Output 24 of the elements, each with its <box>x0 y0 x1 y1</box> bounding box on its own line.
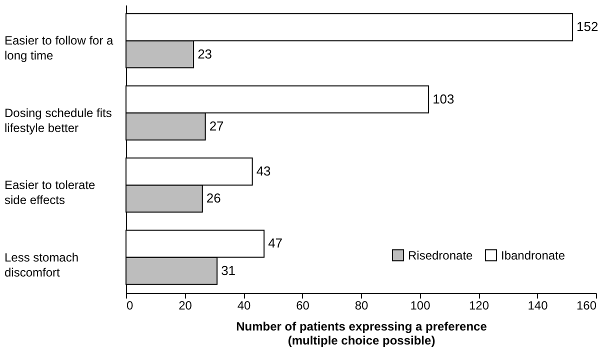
x-tick-label: 120 <box>468 298 490 312</box>
x-tick-label: 140 <box>528 298 548 312</box>
y-tick-label: Easier to follow for a long time <box>4 34 114 63</box>
legend-label: Ibandronate <box>501 248 566 262</box>
x-tick-label: 100 <box>410 298 431 312</box>
x-axis-title: Number of patients expressing a preference (multiple choice possible) <box>236 320 488 348</box>
legend-label: Risedronate <box>408 248 474 262</box>
x-tick-label: 0 <box>126 298 134 312</box>
data-label: 31 <box>221 262 236 278</box>
x-tick-label: 60 <box>296 298 310 312</box>
data-label: 47 <box>268 236 283 251</box>
data-label: 43 <box>256 164 271 179</box>
data-label: 23 <box>198 46 212 62</box>
data-label: 27 <box>209 118 224 134</box>
x-tick-label: 40 <box>237 298 251 312</box>
data-label: 26 <box>206 190 221 206</box>
data-label: 103 <box>432 91 454 106</box>
y-tick-label: Easier to tolerate side effects <box>4 178 96 208</box>
y-tick-label: Dosing schedule fits lifestyle better <box>4 106 112 135</box>
y-tick-label: Less stomach discomfort <box>4 250 79 280</box>
x-tick-label: 20 <box>178 298 192 312</box>
x-tick-label: 160 <box>576 298 597 312</box>
data-label: 152 <box>576 19 598 34</box>
x-tick-label: 80 <box>354 298 368 312</box>
